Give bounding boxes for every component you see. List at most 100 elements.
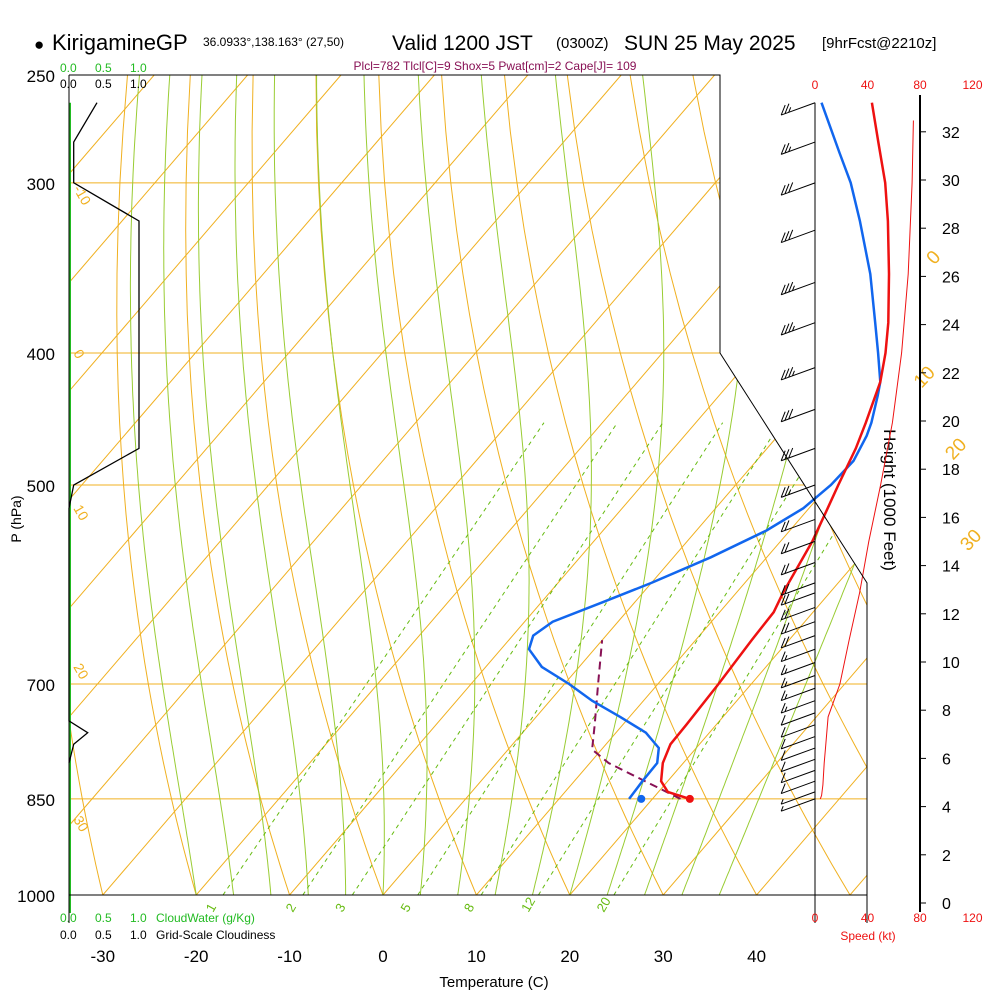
wind-barb-half-flag	[784, 694, 788, 700]
wind-barb-shaft	[781, 648, 816, 663]
height-tick-label: 6	[942, 751, 951, 768]
wind-barb-flag	[780, 761, 786, 772]
temperature-tick-label: 10	[467, 947, 486, 966]
wind-barb	[780, 769, 816, 784]
wind-barb-shaft	[781, 229, 816, 244]
wind-barb-half-flag	[780, 799, 784, 805]
wind-barb-half-flag	[784, 681, 788, 687]
wind-barb	[780, 592, 816, 606]
parcel-path	[591, 640, 681, 800]
wind-barb-flag	[780, 564, 786, 576]
wind-barb-flag	[780, 783, 786, 794]
height-tick-label: 2	[942, 848, 951, 865]
wind-barb-half-flag	[784, 668, 788, 674]
height-tick-label: 14	[942, 559, 960, 576]
cloudiness-bottom-tick: 0.0	[60, 928, 77, 942]
dry-adiabat	[944, 75, 1000, 895]
dry-adiabat	[0, 75, 9, 895]
wind-barb-flag	[780, 738, 786, 750]
wind-barb-flag	[788, 281, 794, 293]
moist-adiabat	[273, 75, 347, 895]
wind-barb-shaft	[781, 592, 816, 606]
cloudwater-label: CloudWater (g/Kg)	[156, 911, 255, 925]
mixing-ratio-line	[302, 422, 618, 895]
isotherm-line	[69, 75, 342, 895]
moist-adiabat	[163, 75, 235, 895]
wind-barb	[780, 562, 816, 576]
wind-barb-flag	[780, 609, 786, 620]
wind-barb	[780, 322, 816, 336]
height-tick-label: 8	[942, 703, 951, 720]
isotherm-label: 10	[910, 362, 940, 392]
surface-dewpoint-marker	[637, 794, 646, 803]
wind-barb	[780, 606, 816, 621]
wind-barb-flag	[780, 664, 786, 676]
isotherm-line	[69, 75, 622, 895]
wind-barb-flag	[784, 323, 790, 334]
speed-axis-title: Speed (kt)	[840, 929, 895, 943]
wind-barb	[780, 700, 816, 714]
station-name: KirigamineGP	[52, 30, 188, 55]
dry-adiabat	[185, 75, 291, 895]
dry-adiabat	[818, 75, 867, 895]
mixing-ratio-line	[351, 422, 664, 895]
wind-barb-flag	[784, 583, 790, 595]
dry-adiabat	[69, 75, 104, 895]
valid-date: SUN 25 May 2025	[624, 32, 796, 55]
isotherm-line	[662, 75, 867, 895]
dry-adiabat-label: -10	[70, 182, 94, 208]
wind-barb-flag	[788, 408, 794, 420]
isotherm-line	[102, 75, 809, 895]
height-tick-label: 26	[942, 269, 960, 286]
wind-barb-half-flag	[788, 146, 792, 152]
wind-barb-shaft	[781, 484, 816, 498]
wind-barb-flag	[780, 651, 786, 662]
wind-barb	[780, 518, 816, 533]
dry-adiabat	[629, 75, 867, 895]
isotherm-line	[849, 75, 867, 895]
isotherm-line	[69, 75, 248, 895]
wind-barb-shaft	[781, 798, 816, 812]
wind-barb-half-flag	[784, 655, 788, 661]
wind-barb-shaft	[781, 562, 816, 576]
wind-barb-flag	[780, 543, 786, 554]
moist-adiabat	[569, 75, 665, 895]
wind-barb-shaft	[781, 447, 816, 462]
wind-barb-flag	[784, 520, 790, 531]
wind-barb	[780, 182, 816, 196]
wind-barb	[780, 747, 816, 761]
cloudiness-profile	[68, 102, 140, 764]
wind-barb-flag	[784, 103, 790, 114]
background-grid	[0, 75, 1000, 895]
cloudiness-bottom-tick: 1.0	[130, 928, 147, 942]
forecast-info: [9hrFcst@2210z]	[822, 35, 936, 52]
moist-adiabat	[480, 75, 530, 895]
wind-barb-shaft	[781, 712, 816, 726]
temperature-profile	[659, 102, 891, 801]
isotherm-line	[289, 75, 867, 895]
wind-barb-flag	[784, 183, 790, 195]
wind-speed-profile	[819, 120, 914, 800]
wind-barb-flag	[780, 369, 786, 381]
pressure-tick-label: 400	[27, 345, 55, 364]
wind-barb	[780, 540, 816, 555]
speed-top-tick: 80	[913, 78, 927, 92]
wind-barb-shaft	[781, 724, 816, 738]
wind-barb	[780, 582, 816, 596]
wind-barb-shaft	[781, 700, 816, 714]
wind-barb-flag	[780, 411, 786, 422]
wind-barb	[780, 780, 816, 795]
pressure-tick-label: 500	[27, 477, 55, 496]
height-tick-label: 0	[942, 896, 951, 913]
wind-barb-shaft	[781, 635, 816, 649]
wind-barb	[780, 648, 816, 663]
mixing-ratio-label: 2	[282, 901, 299, 915]
wind-barb	[780, 229, 816, 244]
wind-barb	[780, 687, 816, 702]
wind-barb-flag	[780, 487, 786, 498]
height-tick-label: 22	[942, 366, 960, 383]
moist-adiabat	[197, 75, 272, 895]
wind-barb	[780, 662, 816, 676]
temperature-tick-label: 0	[378, 947, 387, 966]
